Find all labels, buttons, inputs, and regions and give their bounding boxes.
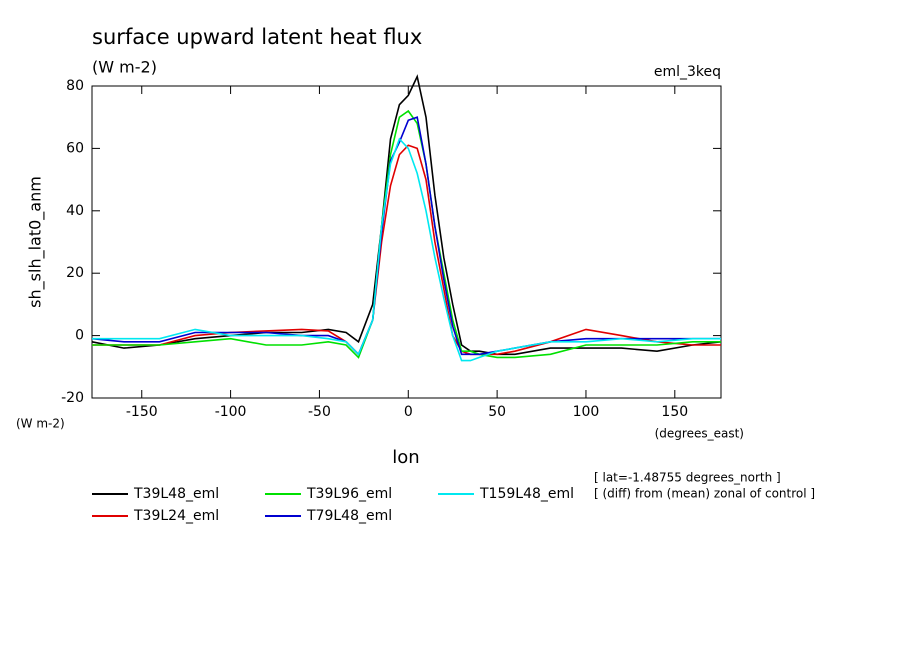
legend-label: T159L48_eml [479, 486, 574, 502]
chart-subtitle: (W m-2) [92, 58, 157, 77]
legend-label: T39L24_eml [133, 508, 219, 524]
x-tick-label: 150 [661, 404, 688, 420]
series-line [92, 109, 721, 359]
legend-label: T39L96_eml [306, 486, 392, 502]
y-tick-label: 40 [66, 203, 84, 219]
x-tick-label: 100 [573, 404, 600, 420]
annotation: eml_3keq [654, 64, 721, 80]
x-tick-label: 0 [404, 404, 413, 420]
y-tick-label: 0 [75, 328, 84, 344]
x-tick-label: -100 [215, 404, 247, 420]
y-axis-label: sh_slh_lat0_anm [26, 176, 46, 308]
y-units: (W m-2) [16, 417, 65, 431]
x-tick-label: -50 [308, 404, 331, 420]
x-tick-label: 50 [488, 404, 506, 420]
note: [ (diff) from (mean) zonal of control ] [594, 487, 815, 501]
y-tick-label: 20 [66, 265, 84, 281]
note: [ lat=-1.48755 degrees_north ] [594, 471, 781, 485]
plot-frame [91, 85, 722, 399]
legend-label: T79L48_eml [306, 508, 392, 524]
chart-title: surface upward latent heat flux [92, 25, 422, 49]
x-axis-label: lon [392, 447, 419, 468]
x-tick-label: -150 [126, 404, 158, 420]
x-units: (degrees_east) [655, 427, 744, 441]
y-tick-label: -20 [61, 390, 84, 406]
y-tick-label: 80 [66, 78, 84, 94]
legend-label: T39L48_eml [133, 486, 219, 502]
series-line [92, 137, 721, 362]
y-tick-label: 60 [66, 140, 84, 156]
